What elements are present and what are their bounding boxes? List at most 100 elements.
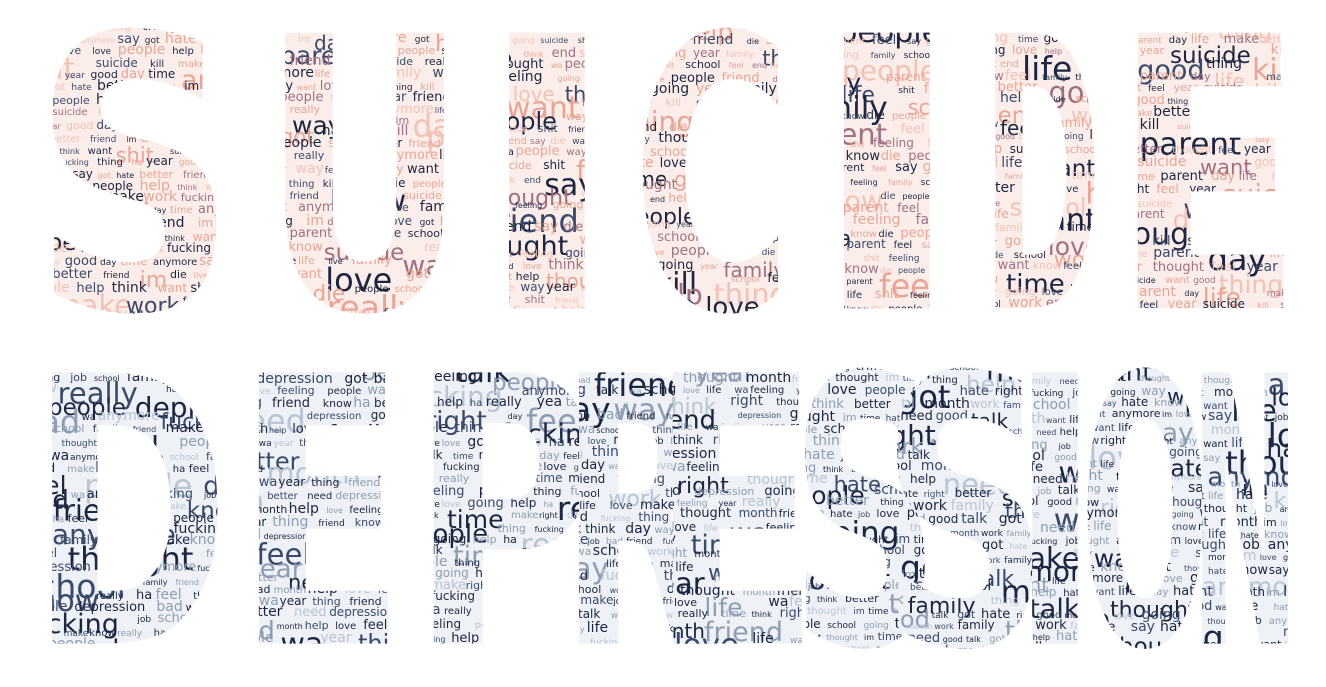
cloud-word: right: [924, 490, 946, 500]
cloud-word: kill: [1102, 250, 1113, 259]
cloud-word: life: [678, 422, 693, 433]
cloud-word: day: [327, 217, 345, 228]
cloud-word: say: [936, 123, 955, 136]
cloud-word: life: [357, 200, 375, 214]
cloud-word: want: [1070, 523, 1090, 532]
cloud-word: fucking: [236, 56, 320, 82]
cloud-word: month: [1211, 480, 1240, 490]
cloud-word: depression: [800, 662, 849, 672]
cloud-word: people: [479, 483, 526, 499]
cloud-word: help: [308, 581, 338, 597]
cloud-word: parent: [1125, 207, 1165, 221]
cloud-word: know: [393, 593, 430, 609]
cloud-word: ha: [20, 439, 30, 448]
cloud-word: die: [881, 149, 901, 164]
cloud-word: day: [1184, 289, 1199, 298]
cloud-word: hate: [1070, 561, 1095, 574]
cloud-word: love: [1271, 480, 1288, 489]
cloud-word: job: [1179, 577, 1195, 588]
cloud-word: right: [713, 433, 744, 448]
cloud-word: wa: [550, 490, 563, 500]
cloud-word: friend: [151, 83, 174, 92]
cloud-word: love: [442, 156, 509, 194]
cloud-word: good: [76, 310, 101, 321]
cloud-word: im: [252, 80, 266, 93]
cloud-word: anymore: [1202, 572, 1313, 601]
cloud-word: thought: [1246, 329, 1277, 338]
cloud-word: year: [240, 515, 267, 529]
cloud-word: better: [1294, 70, 1326, 83]
cloud-word: bad: [20, 485, 69, 515]
cloud-word: know: [972, 69, 1004, 83]
cloud-word: want: [506, 91, 580, 126]
cloud-word: hate: [959, 452, 977, 461]
cloud-word: way: [292, 111, 343, 140]
cloud-word: time: [780, 452, 798, 461]
cloud-word: time: [1067, 220, 1094, 234]
cloud-word: better: [972, 180, 1015, 196]
cloud-word: thought: [807, 606, 846, 617]
cloud-word: going: [876, 326, 937, 351]
cloud-word: friend: [728, 550, 751, 559]
cloud-word: really: [792, 236, 831, 252]
cloud-word: hate: [1144, 523, 1165, 533]
cloud-word: people: [810, 644, 837, 653]
cloud-word: think: [673, 433, 703, 447]
cloud-word: better: [826, 493, 869, 509]
cloud-word: better: [972, 238, 997, 247]
cloud-word: say: [1203, 453, 1220, 464]
cloud-word: going: [674, 167, 733, 191]
cloud-word: people: [173, 511, 214, 525]
cloud-word: die: [605, 50, 617, 59]
cloud-word: friend: [550, 569, 588, 584]
cloud-word: friend: [932, 112, 955, 121]
cloud-word: parent: [1132, 36, 1162, 46]
cloud-word: good: [870, 447, 905, 463]
cloud-word: going: [1058, 132, 1083, 142]
cloud-word: know: [20, 380, 57, 396]
cloud-word: thing: [272, 514, 308, 530]
cloud-word: day: [314, 31, 351, 55]
cloud-word: time: [170, 205, 193, 216]
cloud-word: love: [292, 422, 319, 437]
cloud-word: thing: [550, 611, 571, 620]
cloud-word: year: [274, 439, 294, 449]
cloud-word: good: [65, 254, 97, 269]
cloud-word: im: [780, 475, 793, 486]
cloud-word: friend: [333, 436, 365, 449]
cloud-word: thought: [195, 626, 239, 639]
cloud-word: hate: [1274, 603, 1295, 613]
cloud-word: hate: [622, 75, 643, 85]
cloud-word: kill: [622, 148, 636, 159]
cloud-word: parent: [846, 277, 872, 286]
cloud-word: say: [850, 317, 867, 328]
cloud-word: love: [705, 292, 760, 322]
cloud-word: hate: [40, 320, 65, 333]
cloud-word: thought: [1180, 538, 1231, 553]
cloud-word: thought: [680, 506, 731, 521]
cloud-word: bad: [226, 502, 249, 516]
cloud-word: im: [140, 320, 168, 345]
cloud-word: got: [226, 583, 245, 596]
cloud-word: year: [640, 605, 671, 621]
cloud-word: life: [706, 385, 721, 396]
cloud-word: know: [1100, 559, 1137, 575]
cloud-word: year: [1247, 259, 1278, 275]
cloud-word: work: [870, 435, 923, 460]
cloud-word: work: [972, 107, 995, 117]
cloud-word: way: [432, 65, 460, 81]
cloud-word: thought: [835, 371, 879, 384]
cloud-word: thought: [1102, 83, 1141, 94]
cloud-word: yea: [400, 452, 416, 462]
cloud-word: year: [482, 197, 509, 211]
cloud-word: think: [550, 462, 573, 472]
cloud-word: say: [1180, 502, 1199, 515]
cloud-word: thought: [62, 439, 98, 449]
cloud-word: hate: [1278, 360, 1303, 373]
cloud-word: help: [1033, 633, 1050, 642]
cloud-word: depression: [640, 446, 716, 462]
cloud-word: wa: [708, 561, 739, 586]
cloud-word: going: [467, 434, 506, 450]
cloud-word: im: [198, 216, 213, 230]
cloud-word: life: [1208, 491, 1223, 502]
